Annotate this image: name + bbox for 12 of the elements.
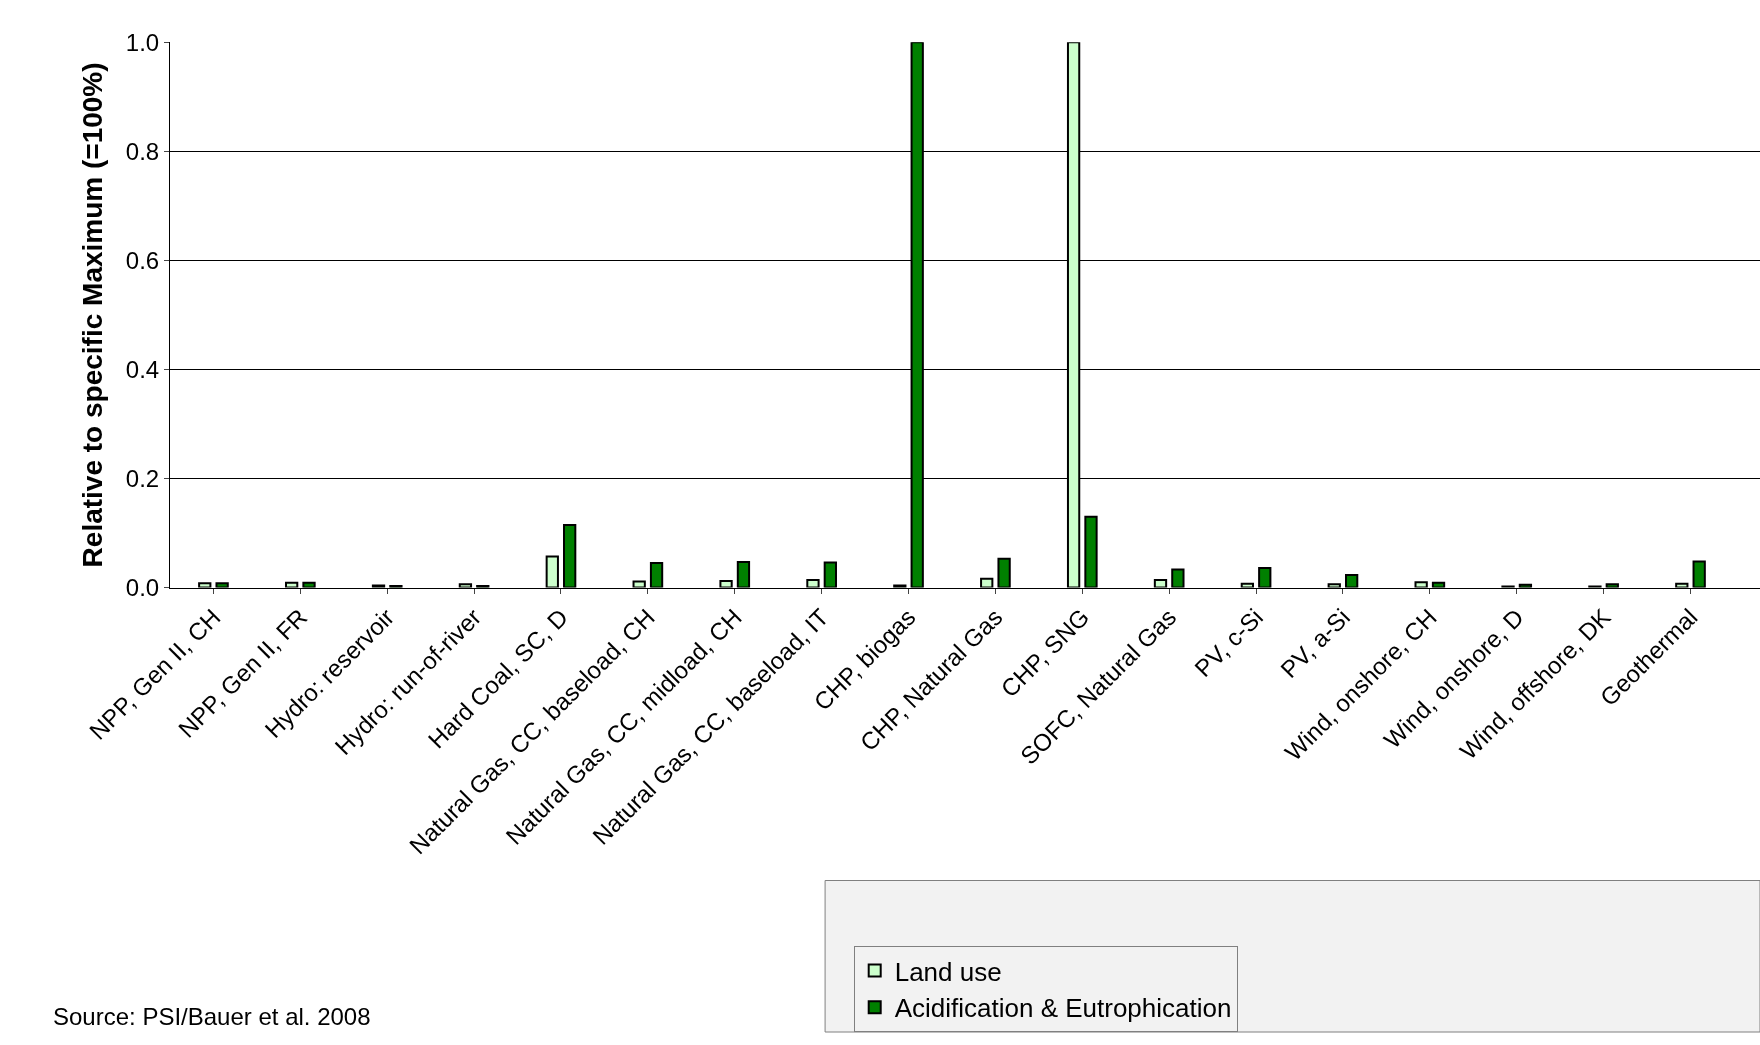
y-tick-label: 0.4 xyxy=(125,355,160,383)
y-tick-label: 0.8 xyxy=(125,137,160,165)
x-tick-label: PV, c-Si xyxy=(1189,603,1269,683)
y-axis-title: Relative to specific Maximum (=100%) xyxy=(76,62,108,568)
legend-label: Acidification & Eutrophication xyxy=(894,993,1232,1024)
y-tick-label: 0.6 xyxy=(125,246,160,274)
y-tick-label: 0.2 xyxy=(125,464,160,492)
legend-label: Land use xyxy=(894,956,1002,987)
source-note: Source: PSI/Bauer et al. 2008 xyxy=(53,1003,371,1030)
y-tick-label: 0.0 xyxy=(125,574,160,601)
x-tick-label: PV, a-Si xyxy=(1275,603,1355,684)
y-tick-label: 1.0 xyxy=(125,28,160,56)
